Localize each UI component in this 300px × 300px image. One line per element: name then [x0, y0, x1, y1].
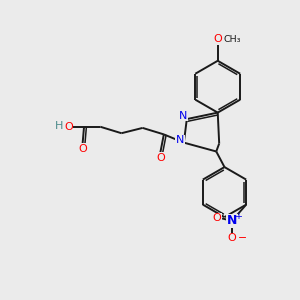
Text: O: O [78, 144, 87, 154]
Text: −: − [238, 233, 247, 243]
Text: N: N [227, 214, 237, 227]
Text: O: O [212, 214, 221, 224]
Text: +: + [235, 212, 242, 221]
Text: H: H [55, 121, 63, 131]
Text: O: O [64, 122, 73, 132]
Text: N: N [176, 135, 184, 145]
Text: O: O [228, 233, 236, 244]
Text: N: N [179, 110, 188, 121]
Text: O: O [213, 34, 222, 44]
Text: CH₃: CH₃ [223, 35, 241, 44]
Text: O: O [156, 153, 165, 163]
